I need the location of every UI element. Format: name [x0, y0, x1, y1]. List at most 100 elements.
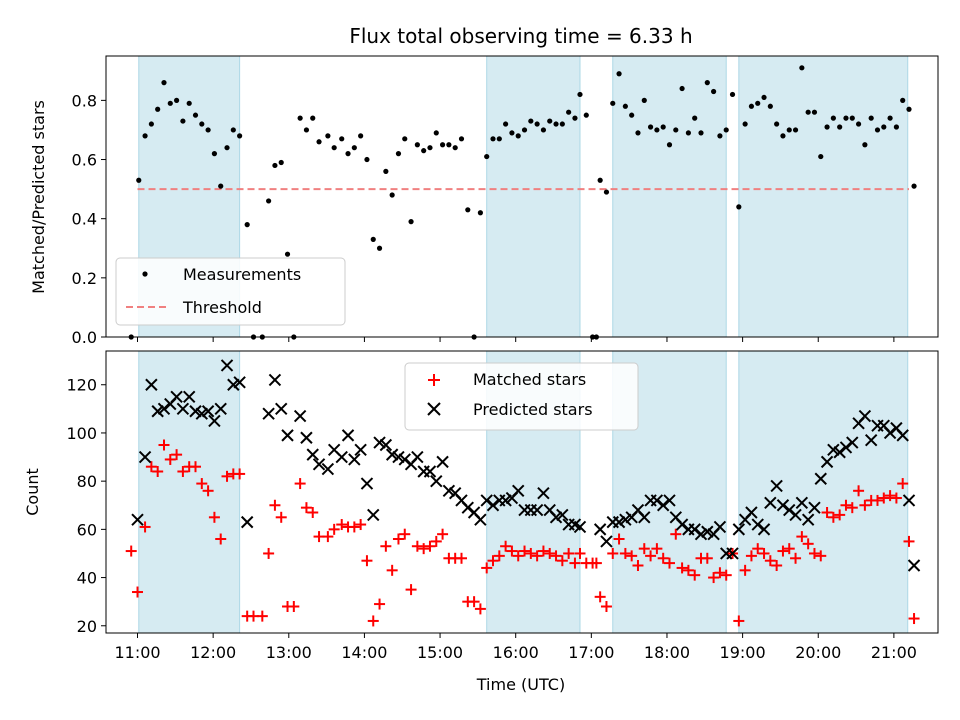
predicted-star-point [770, 479, 783, 493]
predicted-star-point [300, 431, 313, 444]
matched-star-point [714, 567, 726, 579]
matched-star-point [638, 543, 650, 555]
measurement-point [761, 94, 767, 101]
matched-star-point [506, 545, 518, 557]
measurement-point [490, 136, 496, 142]
measurement-point [528, 118, 534, 124]
matched-star-point [437, 528, 449, 540]
predicted-star-point [675, 518, 689, 531]
measurement-point [698, 130, 704, 136]
predicted-star-point [157, 402, 171, 416]
bottom-legend: Matched stars Predicted stars [404, 362, 639, 431]
predicted-star-point [650, 494, 664, 507]
matched-star-point [374, 598, 386, 610]
matched-star-point [594, 591, 606, 603]
measurement-point [180, 118, 186, 124]
top-legend: Measurements Threshold [115, 257, 346, 326]
measurement-point [577, 91, 583, 98]
measurement-point [811, 109, 818, 115]
predicted-star-point [814, 472, 827, 485]
predicted-star-point [312, 458, 326, 471]
bottom-axes-frame [105, 350, 939, 634]
predicted-star-point [795, 496, 809, 510]
matched-star-point [430, 535, 442, 547]
bottom-panel: 20 40 60 80 100 120 11:00 12:00 13:00 14:00 15:00… [23, 350, 939, 694]
matched-star-point [531, 550, 543, 562]
measurement-point [345, 151, 351, 157]
measurement-point [446, 142, 452, 148]
measurement-point [786, 127, 792, 133]
measurement-point [603, 189, 610, 195]
predicted-star-point [201, 405, 215, 418]
measurement-point [616, 71, 622, 77]
matched-star-point [177, 466, 189, 478]
legend-predicted-marker [427, 402, 441, 416]
matched-star-point [670, 528, 682, 540]
measurement-point [729, 91, 736, 98]
predicted-star-point [839, 441, 853, 454]
predicted-star-point [220, 359, 234, 372]
shaded-interval [486, 55, 581, 338]
x-tick-label: 19:00 [720, 643, 766, 662]
measurement-point [192, 112, 199, 118]
measurement-point [266, 198, 272, 204]
matched-star-point [392, 533, 404, 545]
measurement-point [717, 133, 723, 139]
matched-star-point [890, 492, 902, 504]
matched-star-point [758, 547, 770, 559]
predicted-star-point [883, 426, 897, 440]
predicted-star-point [663, 494, 676, 507]
matched-star-point [468, 596, 480, 608]
predicted-star-point [182, 390, 196, 404]
predicted-star-point [764, 496, 777, 510]
predicted-star-point [745, 506, 758, 519]
measurement-point [395, 151, 402, 157]
matched-star-point [256, 610, 268, 622]
matched-star-point [752, 543, 764, 555]
y-tick-label: 0.2 [72, 269, 97, 288]
matched-star-point [720, 569, 732, 581]
predicted-star-point [688, 523, 701, 536]
legend-measurements-marker [142, 271, 148, 277]
predicted-star-point [293, 409, 307, 423]
matched-star-point [871, 494, 883, 506]
predicted-star-point [638, 511, 651, 524]
measurement-point [244, 222, 250, 228]
y-tick-label: 0.0 [72, 328, 97, 347]
matched-star-point [202, 485, 214, 497]
measurement-point [465, 207, 471, 213]
measurement-point [278, 159, 284, 166]
x-tick-label: 13:00 [266, 643, 312, 662]
measurement-point [205, 127, 211, 133]
predicted-star-point [430, 474, 443, 488]
measurement-point [155, 106, 161, 112]
matched-star-point [512, 550, 524, 562]
matched-star-point [196, 478, 208, 490]
matched-star-point [859, 499, 871, 511]
x-tick-label: 17:00 [568, 643, 614, 662]
measurement-point [402, 136, 408, 142]
matched-star-point [701, 552, 713, 564]
measurement-point [230, 127, 236, 133]
measurement-point [566, 109, 572, 115]
measurement-point [610, 100, 616, 106]
measurement-point [452, 145, 458, 151]
predicted-star-point [537, 486, 550, 500]
y-tick-label: 0.4 [72, 210, 97, 229]
measurement-point [843, 115, 849, 121]
matched-star-point [739, 564, 751, 576]
measurement-point [887, 115, 893, 121]
matched-star-point [708, 572, 720, 584]
measurement-point [376, 245, 383, 251]
y-tick-label: 0.8 [72, 91, 97, 110]
predicted-star-point [801, 513, 815, 526]
predicted-star-point [367, 508, 380, 522]
measurement-point [477, 210, 483, 216]
measurement-point [855, 121, 862, 127]
matched-star-point [840, 499, 852, 511]
measurement-point [199, 121, 205, 127]
predicted-star-point [833, 446, 846, 459]
y-tick-label: 0.6 [72, 151, 97, 170]
predicted-star-point [776, 499, 790, 512]
matched-star-point [474, 603, 486, 615]
